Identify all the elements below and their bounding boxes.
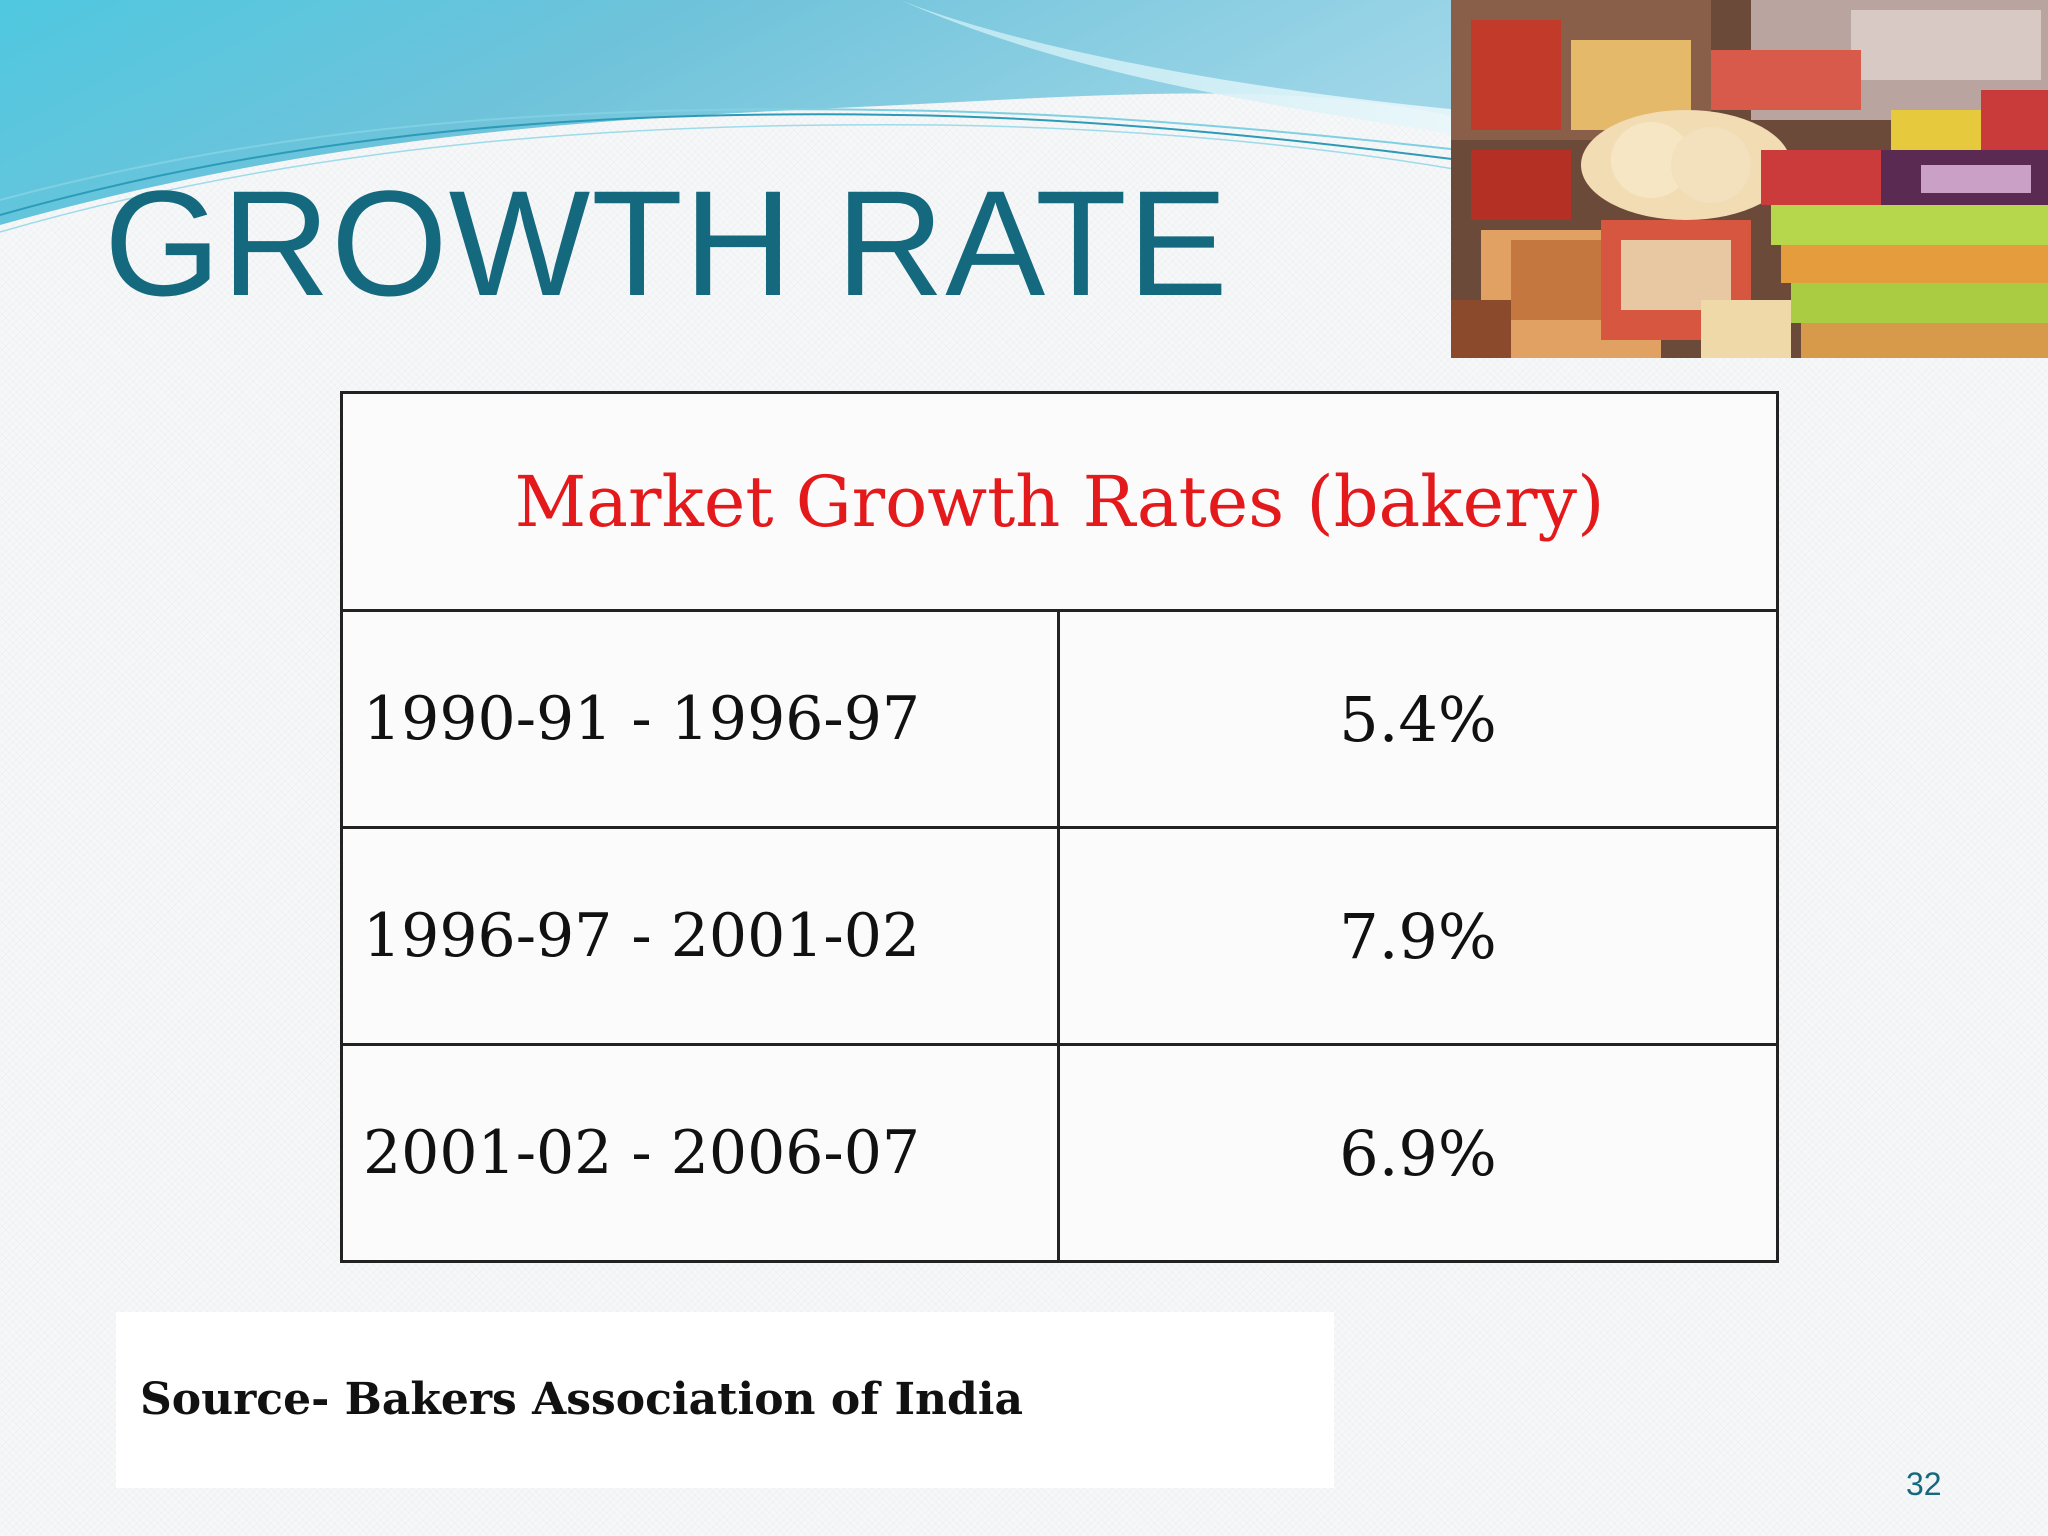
source-note: Source- Bakers Association of India (140, 1374, 1024, 1425)
source-box: Source- Bakers Association of India (116, 1312, 1334, 1488)
slide-title: GROWTH RATE (104, 159, 1229, 327)
header-wave-decoration (0, 0, 1460, 233)
bakery-products-photo (1451, 0, 2048, 358)
market-growth-table: Market Growth Rates (bakery) 1990-91 - 1… (339, 391, 1780, 1263)
period-cell: 1990-91 - 1996-97 (340, 609, 1060, 829)
table-heading: Market Growth Rates (bakery) (339, 391, 1780, 612)
table-row: 1990-91 - 1996-97 5.4% (340, 609, 1780, 829)
table-row: 1996-97 - 2001-02 7.9% (340, 826, 1780, 1046)
period-cell: 2001-02 - 2006-07 (340, 1043, 1060, 1263)
table-row: 2001-02 - 2006-07 6.9% (340, 1043, 1780, 1263)
period-cell: 1996-97 - 2001-02 (340, 826, 1060, 1046)
page-number: 32 (1906, 1466, 1942, 1502)
rate-cell: 6.9% (1056, 1043, 1780, 1263)
table-header-row: Market Growth Rates (bakery) (339, 391, 1780, 612)
rate-cell: 5.4% (1056, 609, 1780, 829)
rate-cell: 7.9% (1056, 826, 1780, 1046)
